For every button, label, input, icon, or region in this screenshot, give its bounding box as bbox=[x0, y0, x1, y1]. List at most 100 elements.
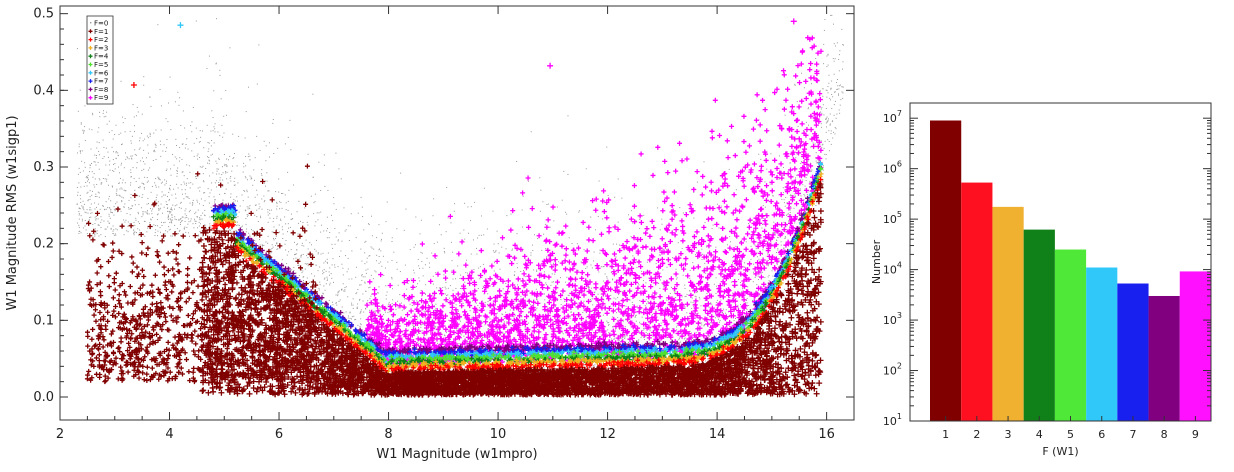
data-point bbox=[174, 208, 176, 210]
data-point bbox=[587, 287, 589, 289]
data-point bbox=[134, 154, 136, 156]
data-point bbox=[333, 197, 335, 199]
data-point bbox=[590, 264, 592, 266]
data-point bbox=[107, 207, 109, 209]
data-point bbox=[212, 172, 214, 174]
data-point bbox=[783, 247, 785, 249]
data-point bbox=[231, 170, 233, 172]
data-point bbox=[838, 93, 840, 95]
data-point bbox=[627, 341, 629, 343]
data-point bbox=[737, 304, 739, 306]
data-point bbox=[648, 301, 650, 303]
data-point bbox=[372, 322, 374, 324]
data-point bbox=[322, 270, 324, 272]
data-point bbox=[324, 185, 326, 187]
data-point bbox=[204, 214, 206, 216]
data-point bbox=[117, 152, 119, 154]
data-point bbox=[265, 160, 267, 162]
data-point bbox=[270, 248, 272, 250]
data-point bbox=[171, 219, 173, 221]
data-point bbox=[449, 338, 451, 340]
data-point bbox=[282, 238, 284, 240]
data-point bbox=[249, 208, 251, 210]
data-point bbox=[720, 299, 722, 301]
data-point bbox=[618, 244, 620, 246]
data-point bbox=[484, 301, 486, 303]
data-point bbox=[174, 218, 176, 220]
data-point bbox=[307, 263, 309, 265]
data-point bbox=[381, 232, 383, 234]
data-point bbox=[773, 221, 775, 223]
data-point bbox=[617, 297, 619, 299]
data-point bbox=[99, 111, 101, 113]
data-point bbox=[188, 232, 190, 234]
data-point bbox=[510, 213, 512, 215]
data-point bbox=[556, 206, 558, 208]
data-point bbox=[588, 286, 590, 288]
data-point bbox=[433, 243, 435, 245]
data-point bbox=[160, 155, 162, 157]
data-point bbox=[338, 290, 340, 292]
data-point bbox=[577, 269, 579, 271]
data-point bbox=[309, 281, 311, 283]
data-point bbox=[169, 210, 171, 212]
data-point bbox=[706, 246, 708, 248]
data-point bbox=[466, 259, 468, 261]
data-point bbox=[416, 300, 418, 302]
data-point bbox=[416, 286, 418, 288]
data-point bbox=[393, 251, 395, 253]
data-point bbox=[503, 321, 505, 323]
data-point bbox=[115, 158, 117, 160]
data-point bbox=[425, 284, 427, 286]
data-point bbox=[129, 184, 131, 186]
data-point bbox=[263, 201, 265, 203]
data-point bbox=[586, 237, 592, 243]
data-point bbox=[443, 355, 445, 357]
data-point bbox=[234, 177, 236, 179]
data-point bbox=[312, 176, 314, 178]
data-point bbox=[350, 213, 352, 215]
data-point bbox=[696, 240, 702, 246]
data-point bbox=[385, 221, 387, 223]
data-point bbox=[610, 272, 612, 274]
data-point bbox=[360, 324, 362, 326]
data-point bbox=[78, 226, 80, 228]
data-point bbox=[273, 217, 275, 219]
data-point bbox=[190, 220, 192, 222]
data-point bbox=[409, 249, 411, 251]
data-point bbox=[364, 282, 366, 284]
data-point bbox=[561, 331, 563, 333]
data-point bbox=[823, 29, 825, 31]
data-point bbox=[371, 365, 373, 367]
data-point bbox=[502, 314, 504, 316]
data-point bbox=[813, 118, 815, 120]
data-point bbox=[445, 282, 447, 284]
data-point bbox=[600, 289, 602, 291]
data-point bbox=[567, 173, 569, 175]
data-point bbox=[313, 213, 315, 215]
data-point bbox=[804, 188, 806, 190]
data-point bbox=[820, 184, 822, 186]
data-point bbox=[573, 260, 575, 262]
data-point bbox=[637, 340, 639, 342]
data-point bbox=[216, 162, 218, 164]
data-point bbox=[689, 269, 691, 271]
data-point bbox=[363, 229, 365, 231]
data-point bbox=[294, 254, 296, 256]
data-point bbox=[159, 179, 161, 181]
data-point bbox=[615, 256, 617, 258]
data-point bbox=[94, 216, 96, 218]
data-point bbox=[513, 357, 515, 359]
data-point bbox=[421, 341, 423, 343]
data-point bbox=[291, 271, 293, 273]
data-point bbox=[290, 218, 292, 220]
data-point bbox=[568, 237, 570, 239]
data-point bbox=[360, 248, 362, 250]
data-point bbox=[739, 282, 741, 284]
data-point bbox=[355, 318, 357, 320]
data-point bbox=[248, 206, 250, 208]
data-point bbox=[189, 187, 191, 189]
data-point bbox=[822, 104, 824, 106]
data-point bbox=[181, 171, 183, 173]
data-point bbox=[413, 325, 415, 327]
